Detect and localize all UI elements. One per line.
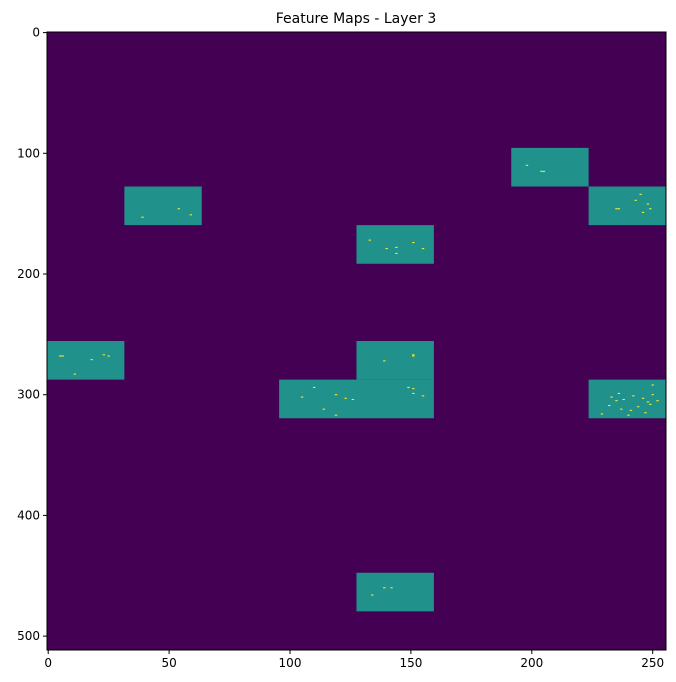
- heatmap-hot-spot: [615, 400, 618, 402]
- heatmap-hot-spot: [368, 239, 372, 241]
- heatmap-hot-spot: [61, 355, 64, 357]
- heatmap-hot-spot: [610, 396, 613, 398]
- heatmap-block: [356, 572, 434, 612]
- heatmap-hot-spot: [395, 252, 398, 254]
- heatmap-hot-spot: [646, 401, 650, 403]
- heatmap-hot-spot: [177, 208, 180, 210]
- x-tick-label: 150: [399, 656, 422, 670]
- heatmap-hot-spot: [107, 355, 110, 357]
- heatmap-hot-spot: [651, 394, 654, 396]
- heatmap-hot-spot: [620, 408, 623, 410]
- heatmap-block: [356, 341, 434, 380]
- heatmap-hot-spot: [607, 404, 611, 407]
- x-tick-label: 200: [520, 656, 543, 670]
- heatmap-hot-spot: [90, 359, 93, 361]
- heatmap-block: [279, 379, 434, 419]
- heatmap-hot-spot: [629, 409, 633, 411]
- heatmap-block: [511, 147, 589, 187]
- heatmap-hot-spot: [617, 392, 621, 394]
- y-tick-label: 400: [17, 508, 40, 522]
- heatmap-hot-spot: [412, 355, 415, 357]
- heatmap-block: [124, 186, 202, 226]
- heatmap-hot-spot: [649, 403, 652, 405]
- heatmap-hot-spot: [656, 400, 659, 402]
- heatmap-hot-spot: [646, 203, 650, 205]
- heatmap-hot-spot: [385, 248, 388, 250]
- heatmap-hot-spot: [540, 170, 543, 172]
- chart-title: Feature Maps - Layer 3: [276, 11, 437, 27]
- heatmap-hot-spot: [312, 386, 316, 388]
- heatmap-hot-spot: [383, 587, 386, 589]
- axes: 0 50 100 150 200 250 0 100 200 300 400 500: [17, 26, 667, 670]
- heatmap-plot: [47, 32, 666, 650]
- heatmap-hot-spot: [141, 216, 144, 218]
- x-tick-label: 100: [279, 656, 302, 670]
- y-tick-label: 300: [17, 388, 40, 402]
- x-tick-label: 0: [44, 656, 52, 670]
- x-tick-label: 50: [161, 656, 176, 670]
- heatmap-hot-spot: [334, 394, 338, 396]
- heatmap-hot-spot: [371, 594, 374, 596]
- heatmap-hot-spot: [412, 388, 415, 390]
- heatmap-hot-spot: [73, 373, 77, 375]
- y-tick-label: 500: [17, 629, 40, 643]
- heatmap-hot-spot: [322, 408, 326, 410]
- heatmap-hot-spot: [344, 397, 347, 399]
- heatmap-hot-spot: [59, 355, 62, 357]
- heatmap-hot-spot: [617, 208, 621, 210]
- heatmap-hot-spot: [395, 246, 398, 248]
- heatmap-hot-spot: [390, 587, 393, 589]
- heatmap-hot-spot: [334, 414, 338, 416]
- heatmap-hot-spot: [644, 412, 647, 414]
- heatmap-block: [588, 186, 666, 226]
- y-tick-label: 200: [17, 267, 40, 281]
- heatmap-hot-spot: [651, 384, 654, 386]
- heatmap-hot-spot: [641, 397, 645, 399]
- heatmap-hot-spot: [600, 413, 604, 415]
- plot-frame: [46, 31, 667, 651]
- heatmap-hot-spot: [542, 170, 546, 172]
- y-tick-label: 100: [17, 146, 40, 160]
- heatmap-block: [588, 379, 666, 419]
- heatmap-block: [47, 341, 125, 380]
- x-tick-label: 250: [641, 656, 664, 670]
- heatmap-hot-spot: [622, 398, 625, 401]
- heatmap-hot-spot: [351, 398, 355, 401]
- heatmap-hot-spot: [632, 395, 635, 397]
- heatmap-hot-spot: [189, 214, 193, 216]
- heatmap-hot-spot: [636, 406, 640, 408]
- heatmap-hot-spot: [641, 211, 645, 213]
- heatmap-hot-spot: [421, 248, 425, 250]
- heatmap-hot-spot: [649, 208, 652, 210]
- heatmap-hot-spot: [383, 360, 386, 362]
- heatmap-hot-spot: [421, 395, 425, 397]
- y-tick-label: 0: [32, 26, 40, 40]
- heatmap-hot-spot: [525, 164, 529, 166]
- heatmap-hot-spot: [102, 354, 106, 356]
- heatmap-block: [356, 225, 434, 264]
- heatmap-hot-spot: [634, 199, 637, 201]
- heatmap-hot-spot: [412, 392, 415, 394]
- heatmap-hot-spot: [407, 386, 410, 388]
- heatmap-hot-spot: [412, 242, 415, 244]
- heatmap-hot-spot: [300, 396, 304, 398]
- heatmap-hot-spot: [639, 193, 642, 195]
- heatmap-hot-spot: [615, 208, 618, 210]
- heatmap-hot-spot: [412, 354, 415, 356]
- heatmap-hot-spot: [627, 414, 630, 416]
